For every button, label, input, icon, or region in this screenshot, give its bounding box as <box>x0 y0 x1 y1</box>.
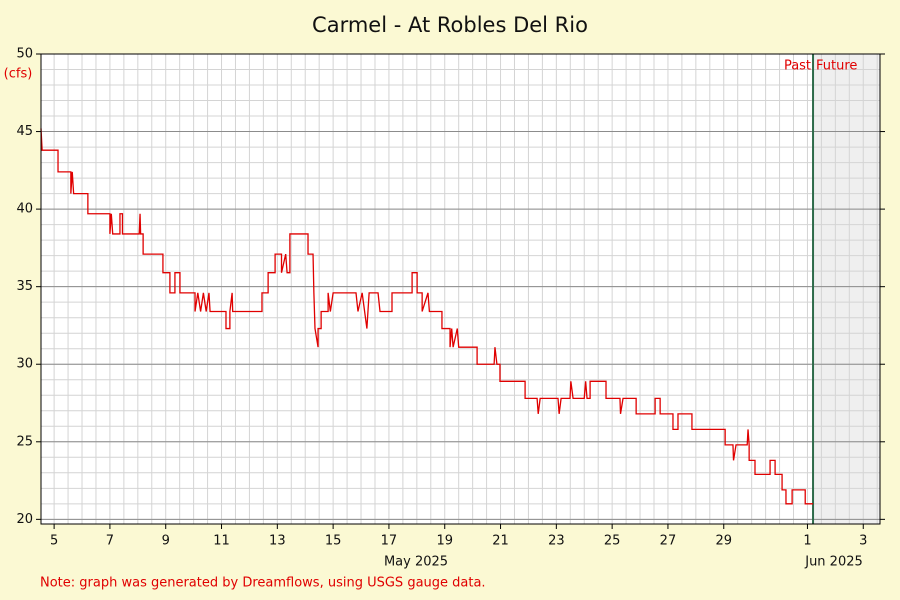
x-tick-label: 23 <box>548 534 565 549</box>
y-unit: (cfs) <box>4 67 33 82</box>
month-label: Jun 2025 <box>804 555 863 570</box>
y-tick-label: 30 <box>16 357 33 372</box>
x-tick-label: 3 <box>859 534 867 549</box>
future-region <box>813 54 880 524</box>
x-tick-label: 17 <box>381 534 398 549</box>
x-tick-label: 29 <box>715 534 732 549</box>
flow-line <box>40 128 814 505</box>
x-tick-label: 19 <box>436 534 453 549</box>
y-tick-label: 50 <box>16 47 33 62</box>
plot-border <box>40 53 881 525</box>
y-tick-label: 35 <box>16 279 33 294</box>
x-tick-label: 1 <box>803 534 811 549</box>
x-tick-label: 9 <box>162 534 170 549</box>
future-label: Future <box>816 59 857 74</box>
chart-title: Carmel - At Robles Del Rio <box>312 13 588 37</box>
note: Note: graph was generated by Dreamflows,… <box>40 576 486 591</box>
x-tick-label: 25 <box>604 534 621 549</box>
x-tick-label: 11 <box>213 534 230 549</box>
x-tick-label: 15 <box>325 534 342 549</box>
y-tick-label: 25 <box>16 434 33 449</box>
x-tick-label: 13 <box>269 534 286 549</box>
y-tick-label: 20 <box>16 512 33 527</box>
y-tick-label: 45 <box>16 124 33 139</box>
x-tick-label: 7 <box>106 534 114 549</box>
x-tick-label: 5 <box>50 534 58 549</box>
plot-area <box>41 54 880 524</box>
month-label: May 2025 <box>384 555 448 570</box>
x-tick-label: 27 <box>660 534 677 549</box>
past-label: Past <box>784 59 811 74</box>
y-tick-label: 40 <box>16 202 33 217</box>
x-tick-label: 21 <box>492 534 509 549</box>
